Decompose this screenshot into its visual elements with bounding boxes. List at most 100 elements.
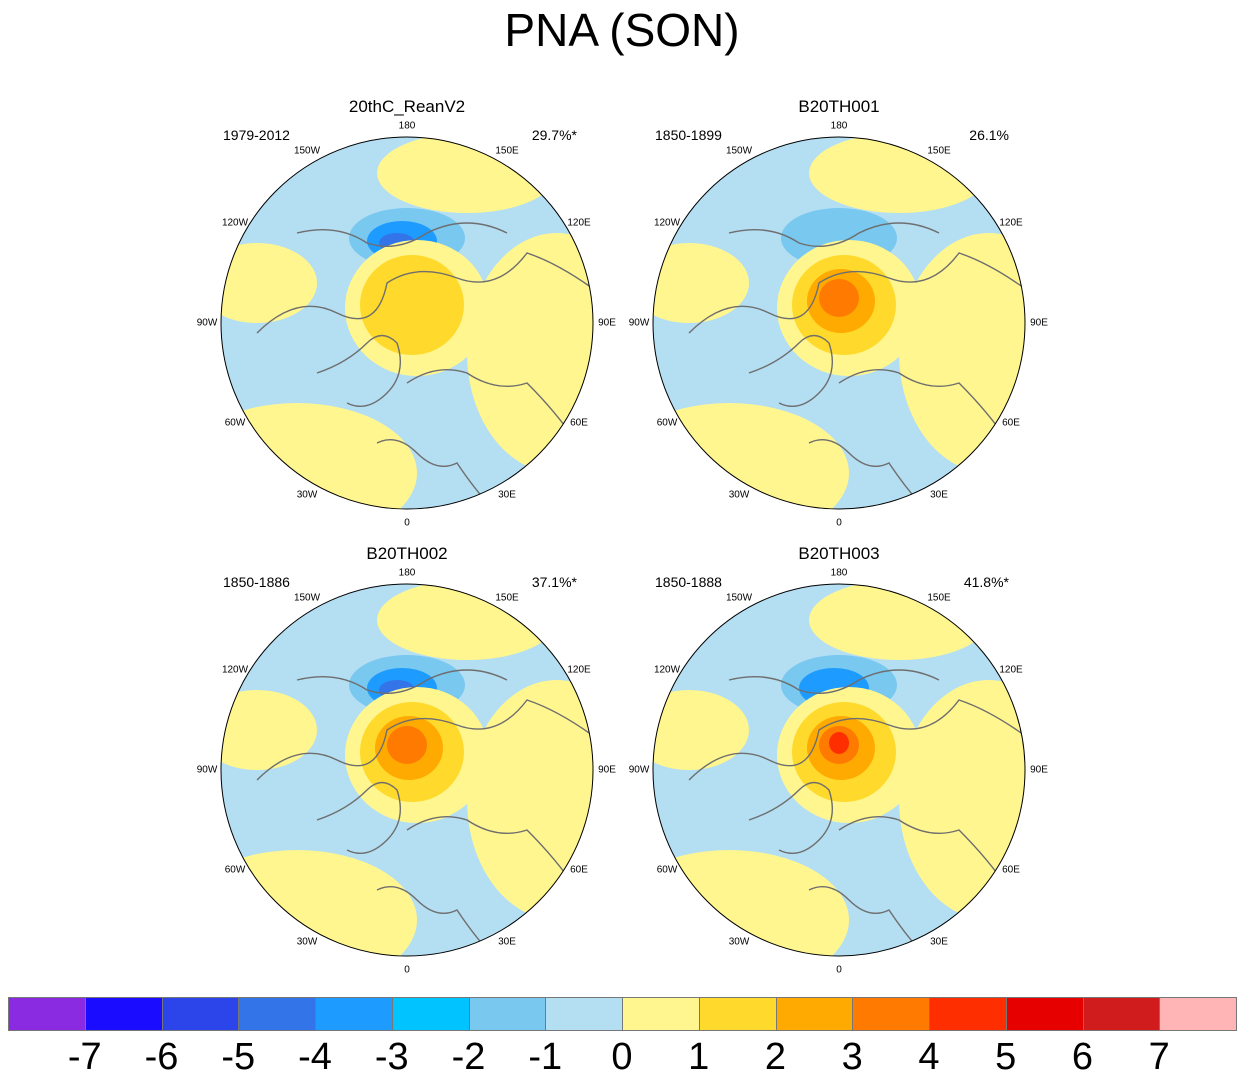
panel-title: B20TH002 [366,544,448,563]
longitude-label: 150E [927,145,951,157]
longitude-label: 180 [398,567,416,579]
longitude-label: 120W [221,217,249,229]
positive-anomaly-region [377,584,557,660]
longitude-label: 60E [1002,864,1020,876]
longitude-label: 30W [728,936,750,948]
longitude-label: 0 [836,964,842,976]
map-border [220,583,594,957]
panel-period: 1979-2012 [223,127,290,143]
colorbar-tick-label: 2 [764,1036,787,1078]
coastline [316,334,401,407]
positive-anomaly-region [809,584,989,660]
coastline [808,886,930,956]
colorbar-swatch [775,997,854,1031]
longitude-label: 60W [656,417,678,429]
polar-map [220,583,594,957]
longitude-label: 90E [1030,317,1048,329]
colorbar-tick-label: 4 [918,1036,940,1078]
coastline [838,815,1010,891]
colorbar-tick-label: 3 [841,1036,863,1078]
coastline [688,699,1025,781]
panel-period: 1850-1888 [655,574,722,590]
polar-map [652,136,1026,510]
longitude-label: 60W [224,417,246,429]
longitude-label: 90W [196,764,218,776]
colorbar-tick-label: -7 [67,1036,102,1078]
panel-title: B20TH003 [798,544,880,563]
figure-title: PNA (SON) [504,4,740,56]
longitude-label: 60E [570,864,588,876]
coastline [728,669,940,695]
colorbar-tick-label: 5 [995,1036,1017,1078]
longitude-label: 90W [196,317,218,329]
longitude-label: 120W [653,217,681,229]
colorbar-swatch [238,997,316,1031]
positive-anomaly-region [221,690,317,770]
coastline [256,252,593,334]
map-border [652,583,1026,957]
longitude-label: 180 [398,120,416,132]
longitude-label: 0 [404,517,410,529]
panel-variance: 26.1% [969,127,1009,143]
colorbar-swatch [622,997,700,1031]
positive-contour-5 [829,732,849,754]
longitude-label: 30E [498,936,516,948]
panel-variance: 29.7%* [531,127,577,143]
positive-anomaly-region [899,680,1025,920]
longitude-label: 90E [598,764,616,776]
longitude-label: 0 [836,517,842,529]
longitude-label: 90E [1030,764,1048,776]
longitude-label: 120E [567,664,591,676]
longitude-label: 30W [296,936,318,948]
panel-title: 20thC_ReanV2 [348,97,466,116]
positive-anomaly-region [377,137,557,213]
longitude-label: 90W [628,317,650,329]
colorbar-swatch [315,997,393,1031]
colorbar-swatch [1082,997,1161,1031]
coastline [728,222,940,248]
map-panel-B20TH002: B20TH002 1850-1886 37.1%* 180 150E 120E 90E… [196,544,617,980]
colorbar-swatch [929,997,1007,1031]
colorbar-tick-label: -3 [374,1036,409,1078]
longitude-label: 120W [653,664,681,676]
longitude-label: 90W [628,764,650,776]
longitude-label: 30W [296,489,318,501]
coastline [316,781,401,854]
coastline [808,439,930,509]
coastline [406,368,578,444]
longitude-label: 30W [728,489,750,501]
polar-map [220,136,594,510]
panel-variance: 37.1%* [531,574,577,590]
map-panel-B20TH001: B20TH001 1850-1899 26.1% 180 150E 120E 90E 6… [628,97,1049,533]
longitude-label: 120E [999,217,1023,229]
panel-variance: 41.8%* [963,574,1009,590]
positive-anomaly-region [809,137,989,213]
colorbar-swatch [161,997,240,1031]
longitude-label: 150W [293,145,321,157]
longitude-label: 30E [498,489,516,501]
colorbar-tick-label: 6 [1071,1036,1094,1078]
longitude-label: 60E [570,417,588,429]
longitude-label: 60W [656,864,678,876]
longitude-label: 180 [830,567,848,579]
positive-anomaly-region [653,243,749,323]
colorbar-swatch [468,997,547,1031]
coastline [376,439,498,509]
map-panel-B20TH003: B20TH003 1850-1888 41.8%* 180 150E 120E 90E… [628,544,1049,980]
colorbar-swatch [1005,997,1084,1031]
colorbar-swatch [852,997,930,1031]
positive-contour-4 [387,726,427,764]
positive-anomaly-region [467,680,593,920]
positive-anomaly-region [653,690,749,770]
longitude-label: 30E [930,936,948,948]
longitude-label: 120W [221,664,249,676]
polar-map [652,583,1026,957]
longitude-label: 150W [725,592,753,604]
longitude-label: 180 [830,120,848,132]
colorbar-tick-label: -6 [144,1036,179,1078]
longitude-label: 150E [495,592,519,604]
coastline [296,669,508,695]
colorbar-swatch [391,997,470,1031]
coastline [376,886,498,956]
panel-title: B20TH001 [798,97,880,116]
